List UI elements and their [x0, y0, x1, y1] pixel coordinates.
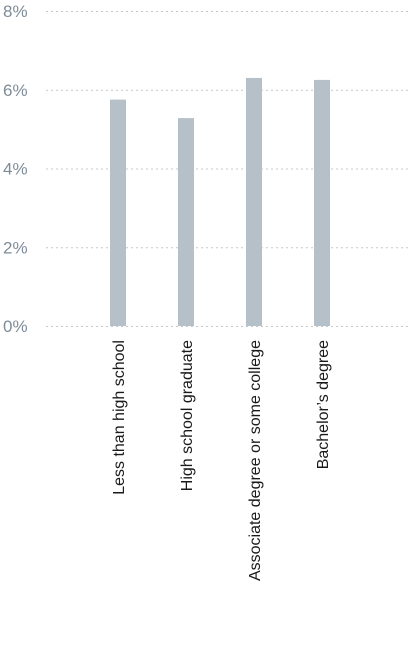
bar	[314, 79, 330, 326]
bar	[110, 99, 126, 326]
bars	[110, 77, 330, 326]
bar	[178, 118, 194, 326]
x-axis-labels: Less than high school High school graduat…	[111, 340, 332, 581]
x-tick-label: Bachelor’s degree	[315, 340, 332, 469]
y-tick-label: 8%	[3, 2, 28, 21]
x-tick-label: High school graduate	[179, 340, 196, 491]
x-tick-label: Less than high school	[111, 340, 128, 495]
x-tick-label: Associate degree or some college	[247, 340, 264, 581]
y-tick-label: 4%	[3, 160, 28, 179]
y-tick-label: 2%	[3, 238, 28, 257]
y-tick-label: 0%	[3, 317, 28, 336]
bar	[246, 77, 262, 326]
y-axis-labels: 0% 2% 4% 6% 8%	[3, 2, 28, 336]
y-tick-label: 6%	[3, 81, 28, 100]
grid-layer	[46, 11, 410, 327]
